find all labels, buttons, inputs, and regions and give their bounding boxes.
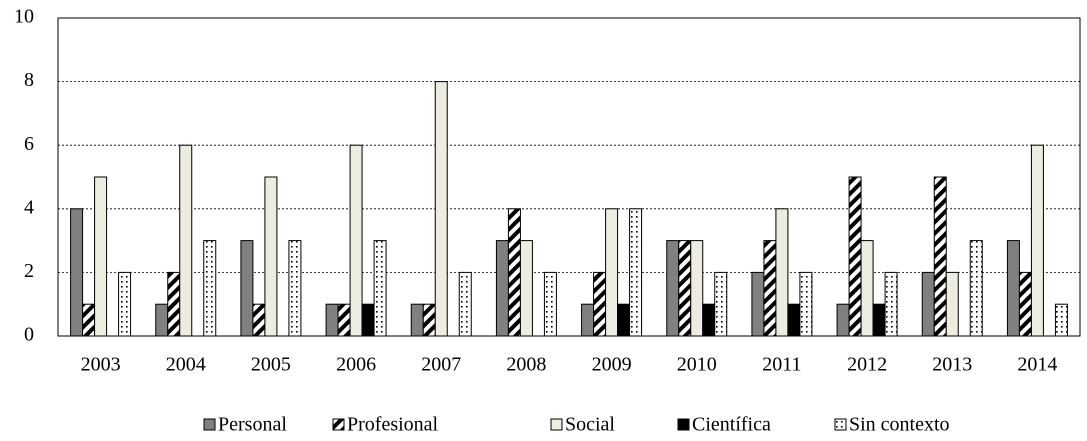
- bar: [872, 303, 886, 337]
- bar: [167, 271, 181, 337]
- bar: [179, 144, 193, 337]
- bar: [702, 303, 716, 337]
- legend-label: Personal: [218, 414, 287, 436]
- bar: [666, 240, 680, 337]
- x-tick-label: 2013: [932, 354, 972, 376]
- y-tick-label: 10: [14, 6, 34, 28]
- bar: [617, 303, 631, 337]
- bar: [325, 303, 339, 337]
- bar: [203, 240, 217, 337]
- legend-swatch: [677, 418, 690, 431]
- bar: [581, 303, 595, 337]
- bar: [605, 208, 619, 337]
- x-tick-label: 2014: [1017, 354, 1057, 376]
- bar: [507, 208, 521, 337]
- legend-swatch: [332, 418, 345, 431]
- bar: [787, 303, 801, 337]
- bar: [337, 303, 351, 337]
- bar: [714, 271, 728, 337]
- legend-label: Profesional: [347, 414, 439, 436]
- x-tick-label: 2004: [166, 354, 206, 376]
- bar: [1006, 240, 1020, 337]
- bar: [836, 303, 850, 337]
- x-tick-label: 2011: [762, 354, 801, 376]
- bar: [884, 271, 898, 337]
- legend-swatch: [834, 418, 847, 431]
- bar: [240, 240, 254, 337]
- bar: [543, 271, 557, 337]
- bar: [361, 303, 375, 337]
- legend-label: Científica: [692, 414, 771, 436]
- bar: [410, 303, 424, 337]
- bar: [252, 303, 266, 337]
- x-tick-label: 2006: [336, 354, 376, 376]
- legend-label: Social: [565, 414, 615, 436]
- bar: [82, 303, 96, 337]
- bar: [458, 271, 472, 337]
- y-tick-label: 2: [24, 260, 34, 282]
- plot-border: [57, 17, 1081, 337]
- legend-swatch: [550, 418, 563, 431]
- bar: [921, 271, 935, 337]
- bar: [519, 240, 533, 337]
- bar: [1030, 144, 1044, 337]
- x-tick-label: 2003: [81, 354, 121, 376]
- bar: [933, 176, 947, 337]
- bar: [495, 240, 509, 337]
- bar: [118, 271, 132, 337]
- bar: [1018, 271, 1032, 337]
- bar: [155, 303, 169, 337]
- x-tick-label: 2008: [506, 354, 546, 376]
- bar: [70, 208, 84, 337]
- bar: [1054, 303, 1068, 337]
- bar: [848, 176, 862, 337]
- bar: [860, 240, 874, 337]
- bar: [422, 303, 436, 337]
- y-tick-label: 8: [24, 69, 34, 91]
- bar: [678, 240, 692, 337]
- bar: [288, 240, 302, 337]
- x-tick-label: 2007: [421, 354, 461, 376]
- x-tick-label: 2010: [677, 354, 717, 376]
- y-tick-label: 0: [24, 324, 34, 346]
- x-tick-label: 2012: [847, 354, 887, 376]
- bar: [349, 144, 363, 337]
- y-tick-label: 6: [24, 133, 34, 155]
- bar: [945, 271, 959, 337]
- bar: [434, 81, 448, 337]
- bar: [775, 208, 789, 337]
- bar: [763, 240, 777, 337]
- x-tick-label: 2005: [251, 354, 291, 376]
- bar: [690, 240, 704, 337]
- bar: [264, 176, 278, 337]
- bar: [94, 176, 108, 337]
- bar: [629, 208, 643, 337]
- bar: [969, 240, 983, 337]
- bar: [373, 240, 387, 337]
- legend-label: Sin contexto: [849, 414, 950, 436]
- legend-swatch: [203, 418, 216, 431]
- x-tick-label: 2009: [592, 354, 632, 376]
- bar: [593, 271, 607, 337]
- bar: [799, 271, 813, 337]
- bar: [751, 271, 765, 337]
- y-tick-label: 4: [24, 196, 34, 218]
